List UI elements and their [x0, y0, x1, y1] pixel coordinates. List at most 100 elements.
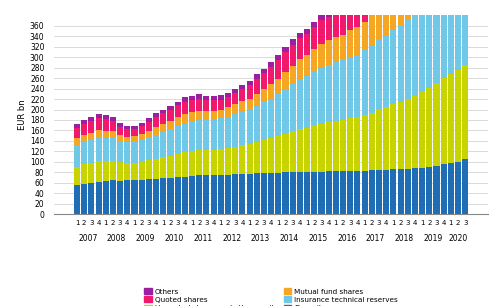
Bar: [124, 180, 130, 214]
Bar: [297, 129, 303, 172]
Bar: [405, 20, 411, 99]
Bar: [354, 27, 360, 54]
Bar: [96, 118, 102, 130]
Bar: [354, 118, 360, 171]
Bar: [290, 45, 296, 65]
Bar: [81, 124, 87, 135]
Bar: [146, 160, 152, 179]
Bar: [383, 0, 389, 1]
Bar: [225, 117, 231, 148]
Bar: [153, 179, 159, 214]
Bar: [74, 124, 80, 128]
Bar: [88, 140, 95, 163]
Bar: [254, 106, 260, 142]
Bar: [275, 94, 282, 136]
Text: 2009: 2009: [136, 234, 155, 243]
Bar: [325, 171, 332, 214]
Bar: [340, 60, 346, 120]
Text: 2015: 2015: [308, 234, 327, 243]
Bar: [132, 180, 138, 214]
Bar: [333, 14, 339, 37]
Bar: [340, 35, 346, 60]
Bar: [74, 167, 80, 185]
Bar: [218, 175, 224, 214]
Bar: [347, 118, 353, 171]
Bar: [268, 173, 274, 214]
Bar: [318, 68, 324, 124]
Text: 2017: 2017: [366, 234, 385, 243]
Bar: [419, 92, 425, 168]
Bar: [304, 55, 310, 76]
Bar: [405, 169, 411, 214]
Bar: [426, 88, 432, 166]
Bar: [297, 59, 303, 79]
Bar: [189, 100, 195, 112]
Bar: [462, 65, 468, 159]
Bar: [261, 73, 267, 89]
Bar: [182, 177, 188, 214]
Bar: [246, 144, 252, 174]
Bar: [204, 111, 210, 120]
Bar: [311, 22, 317, 27]
Bar: [211, 100, 217, 110]
Bar: [211, 96, 217, 100]
Bar: [419, 168, 425, 214]
Bar: [110, 161, 116, 180]
Bar: [412, 0, 418, 14]
Bar: [225, 148, 231, 175]
Bar: [168, 129, 174, 155]
Bar: [275, 55, 282, 60]
Bar: [146, 131, 152, 137]
Bar: [189, 96, 195, 100]
Bar: [218, 118, 224, 149]
Bar: [117, 135, 123, 141]
Text: 2013: 2013: [251, 234, 270, 243]
Bar: [354, 54, 360, 118]
Bar: [397, 25, 404, 102]
Bar: [74, 128, 80, 138]
Bar: [347, 1, 353, 6]
Bar: [455, 0, 461, 70]
Bar: [275, 60, 282, 79]
Bar: [333, 37, 339, 62]
Bar: [340, 171, 346, 214]
Bar: [369, 46, 375, 113]
Bar: [268, 67, 274, 84]
Bar: [196, 94, 202, 99]
Bar: [175, 118, 181, 126]
Bar: [88, 118, 95, 121]
Bar: [153, 159, 159, 179]
Bar: [347, 57, 353, 118]
Text: 2008: 2008: [107, 234, 126, 243]
Bar: [232, 89, 238, 93]
Bar: [340, 6, 346, 11]
Bar: [290, 172, 296, 214]
Bar: [189, 121, 195, 151]
Bar: [246, 174, 252, 214]
Bar: [275, 79, 282, 94]
Bar: [204, 175, 210, 214]
Bar: [232, 104, 238, 114]
Bar: [204, 100, 210, 111]
Bar: [96, 138, 102, 161]
Bar: [261, 173, 267, 214]
Bar: [218, 110, 224, 118]
Bar: [117, 181, 123, 214]
Bar: [204, 150, 210, 175]
Bar: [318, 15, 324, 20]
Bar: [239, 89, 246, 101]
Text: 2012: 2012: [222, 234, 241, 243]
Bar: [103, 115, 109, 119]
Bar: [311, 72, 317, 126]
Bar: [347, 6, 353, 31]
Bar: [81, 184, 87, 214]
Bar: [290, 132, 296, 172]
Bar: [225, 107, 231, 117]
Bar: [132, 163, 138, 180]
Bar: [218, 149, 224, 175]
Bar: [175, 126, 181, 154]
Bar: [325, 12, 332, 17]
Bar: [175, 102, 181, 105]
Bar: [160, 124, 166, 132]
Bar: [74, 138, 80, 145]
